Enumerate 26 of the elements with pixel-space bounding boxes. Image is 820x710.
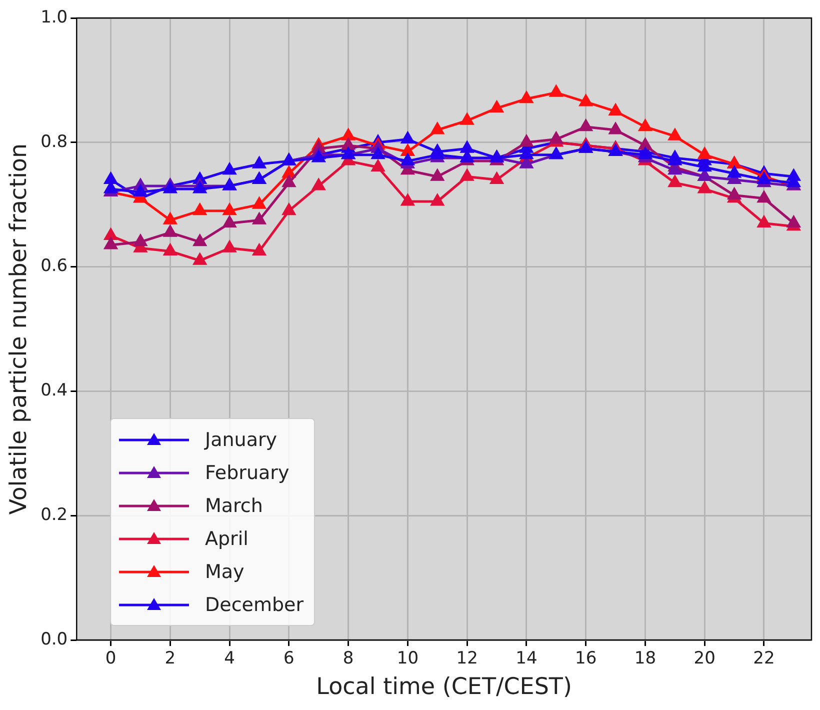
y-tick-label: 0.6	[40, 256, 68, 276]
y-tick-label: 1.0	[40, 7, 68, 28]
x-tick-label: 0	[105, 648, 116, 669]
x-tick-label: 2	[164, 648, 176, 669]
x-tick-label: 22	[753, 648, 775, 669]
y-tick-label: 0.4	[40, 380, 68, 401]
x-tick-label: 6	[284, 648, 294, 669]
legend-label: January	[205, 428, 278, 450]
x-tick-label: 4	[224, 648, 235, 669]
legend-label: May	[205, 560, 244, 582]
legend-label: March	[205, 494, 263, 516]
x-tick-label: 12	[456, 648, 478, 669]
y-tick-label: 0.2	[40, 505, 68, 526]
x-tick-label: 10	[396, 648, 419, 669]
x-tick-label: 16	[575, 648, 597, 669]
y-tick-label: 0.8	[40, 132, 68, 152]
y-tick-label: 0.0	[40, 629, 68, 650]
y-axis-title: Volatile particle number fraction	[6, 143, 32, 515]
legend-label: February	[205, 462, 290, 484]
x-tick-label: 18	[634, 648, 656, 669]
legend-label: December	[205, 594, 304, 616]
x-tick-label: 8	[342, 648, 354, 669]
x-tick-label: 14	[516, 648, 538, 669]
legend-label: April	[205, 528, 248, 550]
x-tick-label: 20	[694, 648, 716, 669]
x-axis-title: Local time (CET/CEST)	[316, 674, 572, 700]
